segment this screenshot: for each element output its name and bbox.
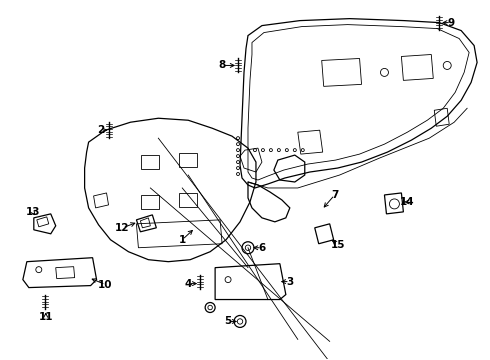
Text: 6: 6 [258,243,266,253]
Text: 12: 12 [115,223,130,233]
Text: 3: 3 [286,276,294,287]
Text: 7: 7 [331,190,338,200]
Text: 5: 5 [224,316,232,327]
Text: 8: 8 [219,60,226,71]
Text: 1: 1 [179,235,186,245]
Text: 4: 4 [185,279,192,289]
Text: 9: 9 [448,18,455,28]
Text: 14: 14 [400,197,415,207]
Text: 10: 10 [98,280,113,289]
Text: 15: 15 [330,240,345,250]
Text: 2: 2 [97,125,104,135]
Text: 11: 11 [39,312,53,323]
Text: 13: 13 [25,207,40,217]
